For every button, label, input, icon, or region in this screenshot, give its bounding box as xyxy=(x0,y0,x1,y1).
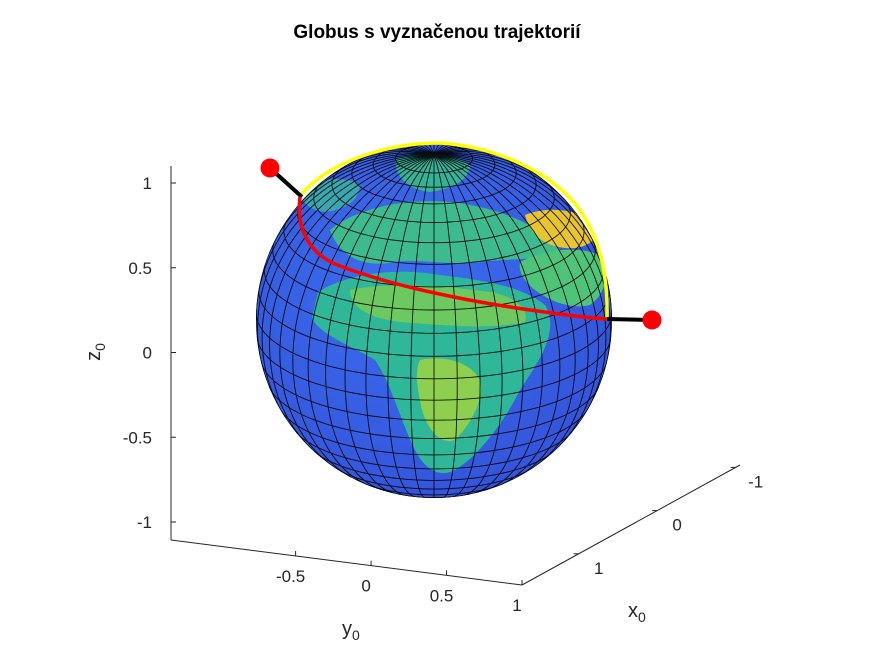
x-tick-label: 0 xyxy=(672,516,681,535)
mesh-longitude-line xyxy=(365,154,435,497)
mesh-longitude-line xyxy=(433,154,503,497)
mesh-longitude-line xyxy=(292,154,435,478)
x-tick-label: 1 xyxy=(594,559,603,578)
mesh-longitude-line xyxy=(268,154,435,253)
mesh-longitude-line xyxy=(433,154,611,380)
mesh-longitude-line xyxy=(307,154,435,487)
tick-labels: 1 0.5 0 -0.5 -1 -0.5 0 0.5 1 -1 0 1 xyxy=(123,174,763,615)
z-tick-label: -0.5 xyxy=(123,428,152,447)
trajectory-end-marker xyxy=(642,310,662,330)
arabia-landmass xyxy=(519,249,607,307)
tick-marks xyxy=(171,182,736,585)
globe-mesh xyxy=(256,142,612,498)
mesh-longitude-line xyxy=(279,154,435,470)
mesh-longitude-line xyxy=(269,154,435,450)
mesh-longitude-line xyxy=(433,154,607,418)
mesh-longitude-line xyxy=(261,154,435,418)
x-axis-label: x0 xyxy=(628,600,646,625)
z-tick-label: 1 xyxy=(143,174,152,193)
chart-title: Globus s vyznačenou trajektorií xyxy=(293,22,581,43)
mesh-longitude-line xyxy=(433,154,561,487)
mesh-longitude-line xyxy=(433,154,599,450)
mesh-longitude-line xyxy=(257,154,435,380)
y-tick-label: -0.5 xyxy=(276,567,305,586)
y-axis-label: y0 xyxy=(342,618,360,643)
mesh-longitude-line xyxy=(433,154,481,498)
mesh-longitude-line xyxy=(387,154,435,498)
mesh-longitude-line xyxy=(410,154,435,498)
z-tick-label: -1 xyxy=(137,513,152,532)
mesh-longitude-line xyxy=(433,154,600,253)
mesh-longitude-line xyxy=(433,152,551,186)
trajectory-curve xyxy=(297,196,608,321)
y-axis-line xyxy=(170,539,523,586)
y-tick-label: 1 xyxy=(512,596,521,615)
mesh-longitude-line xyxy=(433,154,576,478)
mesh-longitude-line xyxy=(433,154,458,498)
mesh-longitude-line xyxy=(433,154,543,492)
x-tick-label: -1 xyxy=(748,472,763,491)
mesh-longitude-line xyxy=(344,154,435,494)
y-tick-label: 0 xyxy=(361,577,370,596)
mesh-longitude-line xyxy=(343,150,435,168)
x-axis-line xyxy=(521,464,741,586)
y-tick-label: 0.5 xyxy=(430,586,454,605)
mesh-longitude-line xyxy=(433,154,524,494)
trajectory-start-marker xyxy=(260,158,280,178)
europe-landmass xyxy=(330,201,560,264)
mesh-longitude-line xyxy=(325,154,435,492)
globe-surface xyxy=(256,142,612,498)
mesh-longitude-line xyxy=(256,154,435,321)
yellow-limb-arc xyxy=(298,141,609,319)
z-tick-label: 0 xyxy=(143,344,152,363)
mesh-longitude-line xyxy=(433,154,589,470)
mesh-longitude-line xyxy=(317,152,435,186)
z-axis-label: z0 xyxy=(83,343,108,361)
z-tick-label: 0.5 xyxy=(128,259,152,278)
